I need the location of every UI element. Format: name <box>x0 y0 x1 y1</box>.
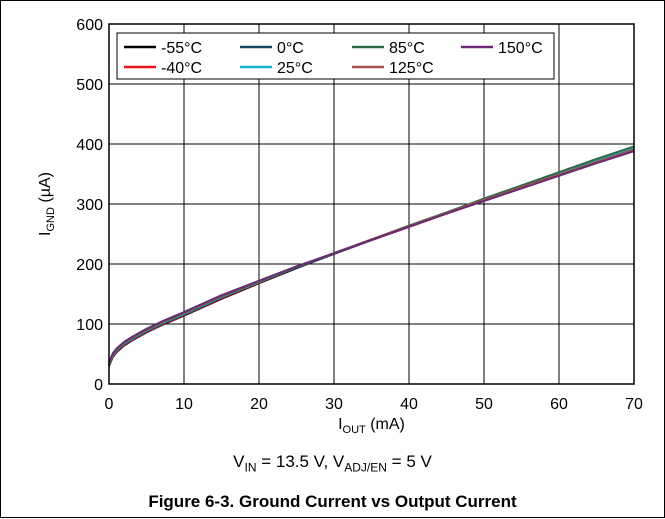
legend-label: -55°C <box>161 40 202 57</box>
legend-label: 0°C <box>277 40 304 57</box>
legend-label: 150°C <box>498 40 543 57</box>
y-tick-labels: 0 100 200 300 400 500 600 <box>76 17 103 394</box>
legend-label: 85°C <box>389 40 425 57</box>
vin-rest: = 13.5 V, <box>256 452 333 471</box>
series-line <box>108 146 635 365</box>
x-tick-label: 20 <box>250 396 268 413</box>
x-axis-label-sub: OUT <box>343 424 367 436</box>
vadj-sub: ADJ/EN <box>344 460 387 475</box>
x-tick-label: 0 <box>105 396 114 413</box>
x-tick-label: 50 <box>475 396 493 413</box>
ground-current-chart: 0 10 20 30 40 50 60 70 0 100 200 300 400 500 600 -55°… <box>37 17 643 436</box>
y-tick-label: 500 <box>76 77 103 94</box>
plot-area-border <box>108 23 635 385</box>
x-axis-label-main: I <box>338 416 342 433</box>
x-axis-label-unit: (mA) <box>366 416 405 433</box>
vadj-rest: = 5 V <box>386 452 432 471</box>
series-line <box>108 147 635 366</box>
series-lines <box>108 145 635 367</box>
legend-box <box>116 32 555 80</box>
y-axis-label-unit: (µA) <box>37 172 54 207</box>
x-tick-label: 30 <box>325 396 343 413</box>
figure-caption: Figure 6-3. Ground Current vs Output Cur… <box>148 492 517 511</box>
y-axis-label: IGND (µA) <box>37 172 57 236</box>
legend-label: -40°C <box>161 60 202 77</box>
y-tick-label: 200 <box>76 257 103 274</box>
x-tick-labels: 0 10 20 30 40 50 60 70 <box>105 396 643 413</box>
y-tick-label: 600 <box>76 17 103 34</box>
x-tick-label: 70 <box>625 396 643 413</box>
series-line <box>108 149 635 367</box>
legend-label: 25°C <box>277 60 313 77</box>
y-axis-label-main: I <box>37 232 54 236</box>
y-tick-label: 100 <box>76 317 103 334</box>
y-axis-label-sub: GND <box>45 207 57 232</box>
test-conditions: VIN = 13.5 V, VADJ/EN = 5 V <box>0 452 665 474</box>
vin-sub: IN <box>244 460 257 475</box>
series-line <box>108 148 635 364</box>
legend: -55°C 0°C 85°C 150°C -40°C 25°C 125°C <box>116 32 555 80</box>
series-line <box>108 145 635 364</box>
vin-main: V <box>233 452 245 471</box>
y-tick-label: 300 <box>76 197 103 214</box>
series-line <box>108 148 635 366</box>
x-tick-label: 40 <box>400 396 418 413</box>
y-tick-label: 400 <box>76 137 103 154</box>
x-tick-label: 10 <box>175 396 193 413</box>
vadj-main: V <box>332 452 345 471</box>
top-border <box>0 0 665 1</box>
legend-label: 125°C <box>389 60 434 77</box>
y-tick-label: 0 <box>94 377 103 394</box>
x-tick-label: 60 <box>550 396 568 413</box>
x-axis-label: IOUT (mA) <box>338 416 405 436</box>
series-line <box>108 150 635 363</box>
